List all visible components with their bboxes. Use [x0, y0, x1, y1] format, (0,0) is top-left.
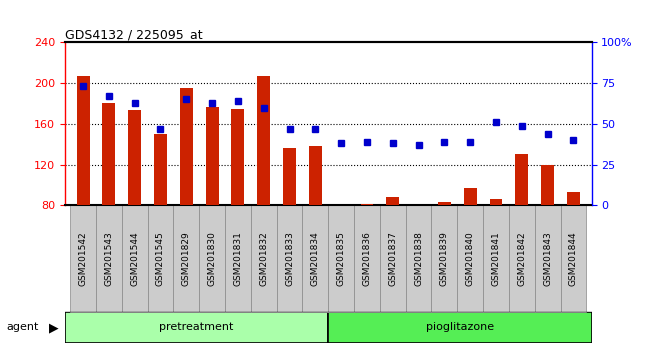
Bar: [65, 312, 328, 343]
Text: ▶: ▶: [49, 321, 58, 334]
Bar: [103, 103, 115, 205]
Bar: [541, 165, 554, 205]
Bar: [283, 148, 296, 205]
Bar: [432, 205, 458, 312]
Bar: [406, 205, 432, 312]
Text: GSM201841: GSM201841: [491, 231, 500, 286]
Text: agent: agent: [6, 322, 39, 332]
Bar: [257, 76, 270, 205]
Bar: [309, 146, 322, 205]
Bar: [225, 205, 251, 312]
Bar: [128, 110, 141, 205]
Text: GSM201835: GSM201835: [337, 231, 346, 286]
Text: GSM201843: GSM201843: [543, 231, 552, 286]
Bar: [386, 197, 399, 205]
Text: GSM201842: GSM201842: [517, 231, 526, 286]
Bar: [535, 205, 560, 312]
Bar: [251, 205, 277, 312]
Text: GSM201830: GSM201830: [207, 231, 216, 286]
Text: GSM201542: GSM201542: [79, 231, 88, 286]
Text: GSM201838: GSM201838: [414, 231, 423, 286]
Bar: [328, 205, 354, 312]
Text: GSM201834: GSM201834: [311, 231, 320, 286]
Text: GSM201840: GSM201840: [465, 231, 474, 286]
Bar: [458, 205, 483, 312]
Bar: [122, 205, 148, 312]
Text: GSM201839: GSM201839: [440, 231, 449, 286]
Bar: [509, 205, 535, 312]
Bar: [328, 312, 592, 343]
Bar: [199, 205, 225, 312]
Text: GSM201837: GSM201837: [388, 231, 397, 286]
Text: GSM201831: GSM201831: [233, 231, 242, 286]
Bar: [380, 205, 406, 312]
Text: GSM201544: GSM201544: [130, 231, 139, 286]
Text: pioglitazone: pioglitazone: [426, 322, 494, 332]
Bar: [77, 76, 90, 205]
Text: GSM201545: GSM201545: [156, 231, 165, 286]
Bar: [354, 205, 380, 312]
Bar: [205, 107, 218, 205]
Bar: [96, 205, 122, 312]
Bar: [154, 134, 167, 205]
Bar: [483, 205, 509, 312]
Text: GDS4132 / 225095_at: GDS4132 / 225095_at: [65, 28, 203, 41]
Text: GSM201832: GSM201832: [259, 231, 268, 286]
Bar: [70, 205, 96, 312]
Bar: [231, 109, 244, 205]
Text: GSM201833: GSM201833: [285, 231, 294, 286]
Bar: [438, 202, 451, 205]
Text: GSM201836: GSM201836: [363, 231, 371, 286]
Bar: [277, 205, 302, 312]
Text: GSM201829: GSM201829: [182, 231, 191, 286]
Bar: [174, 205, 199, 312]
Bar: [567, 192, 580, 205]
Bar: [180, 88, 193, 205]
Bar: [489, 199, 502, 205]
Bar: [515, 154, 528, 205]
Bar: [148, 205, 174, 312]
Text: GSM201543: GSM201543: [105, 231, 113, 286]
Bar: [361, 204, 373, 205]
Text: pretreatment: pretreatment: [159, 322, 234, 332]
Bar: [302, 205, 328, 312]
Bar: [560, 205, 586, 312]
Text: GSM201844: GSM201844: [569, 231, 578, 286]
Bar: [463, 188, 476, 205]
